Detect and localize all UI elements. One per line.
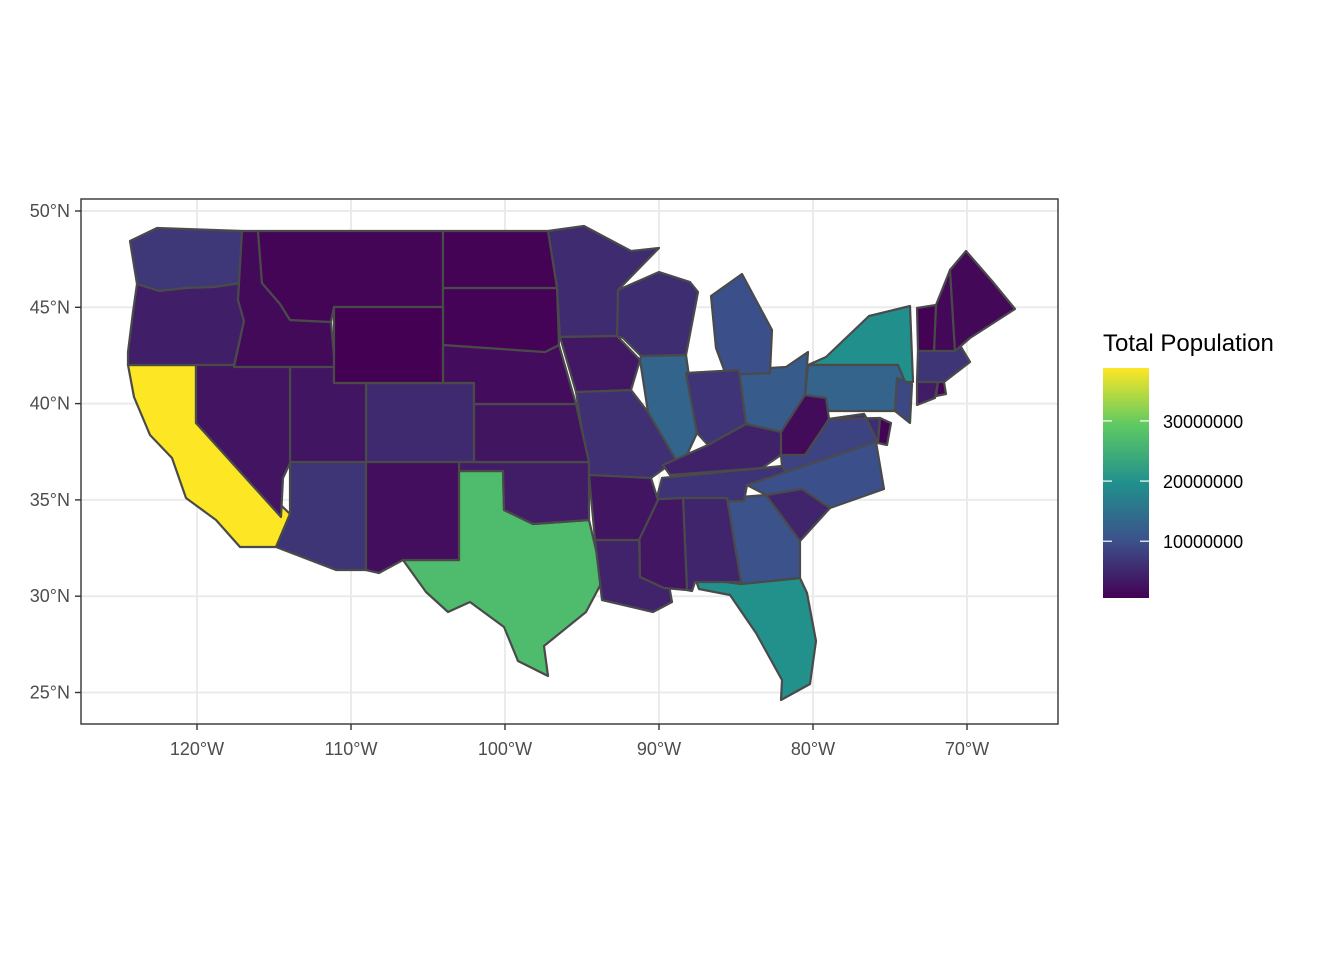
- legend-label: 20000000: [1163, 472, 1243, 492]
- legend-label: 30000000: [1163, 412, 1243, 432]
- y-axis: 50°N 45°N 40°N 35°N 30°N 25°N: [30, 201, 81, 703]
- state-vermont: [915, 303, 938, 353]
- state-wyoming: [332, 305, 445, 385]
- state-washington: [128, 226, 244, 293]
- state-south-dakota: [441, 286, 561, 354]
- state-new-jersey: [893, 376, 914, 425]
- state-kansas: [472, 402, 591, 464]
- map-panel: [80, 198, 1059, 725]
- state-north-dakota: [441, 229, 559, 290]
- x-tick-label: 70°W: [945, 739, 989, 759]
- x-tick-label: 80°W: [791, 739, 835, 759]
- y-tick-label: 30°N: [30, 586, 70, 606]
- state-colorado: [364, 381, 476, 464]
- x-tick-label: 120°W: [170, 739, 224, 759]
- state-west-virginia: [779, 393, 831, 457]
- state-oklahoma: [457, 460, 591, 526]
- y-tick-label: 35°N: [30, 490, 70, 510]
- state-rhode-island: [934, 380, 948, 398]
- legend: Total Population 30000000 20000000 1000000…: [1103, 330, 1274, 598]
- state-delaware: [876, 416, 893, 447]
- state-oregon: [126, 281, 246, 367]
- state-arkansas: [587, 473, 660, 542]
- state-maine: [948, 249, 1017, 353]
- x-axis: 120°W 110°W 100°W 90°W 80°W 70°W: [170, 724, 989, 759]
- y-tick-label: 25°N: [30, 683, 70, 703]
- legend-ticks: 30000000 20000000 10000000: [1103, 412, 1243, 552]
- x-tick-label: 90°W: [637, 739, 681, 759]
- x-tick-label: 100°W: [478, 739, 532, 759]
- panel-border: [80, 198, 1059, 725]
- legend-label: 10000000: [1163, 532, 1243, 552]
- state-connecticut: [915, 380, 940, 407]
- state-mississippi: [637, 496, 689, 592]
- state-wisconsin: [615, 270, 700, 358]
- state-new-mexico: [364, 460, 461, 575]
- legend-title: Total Population: [1103, 330, 1274, 357]
- y-tick-label: 50°N: [30, 201, 70, 221]
- state-iowa: [558, 334, 642, 394]
- y-tick-label: 45°N: [30, 297, 70, 317]
- state-michigan: [709, 272, 774, 377]
- state-south-carolina: [764, 487, 832, 543]
- legend-colorbar: [1103, 368, 1149, 598]
- state-polygons: [126, 224, 1017, 702]
- x-tick-label: 110°W: [325, 739, 378, 759]
- y-tick-label: 40°N: [30, 394, 70, 414]
